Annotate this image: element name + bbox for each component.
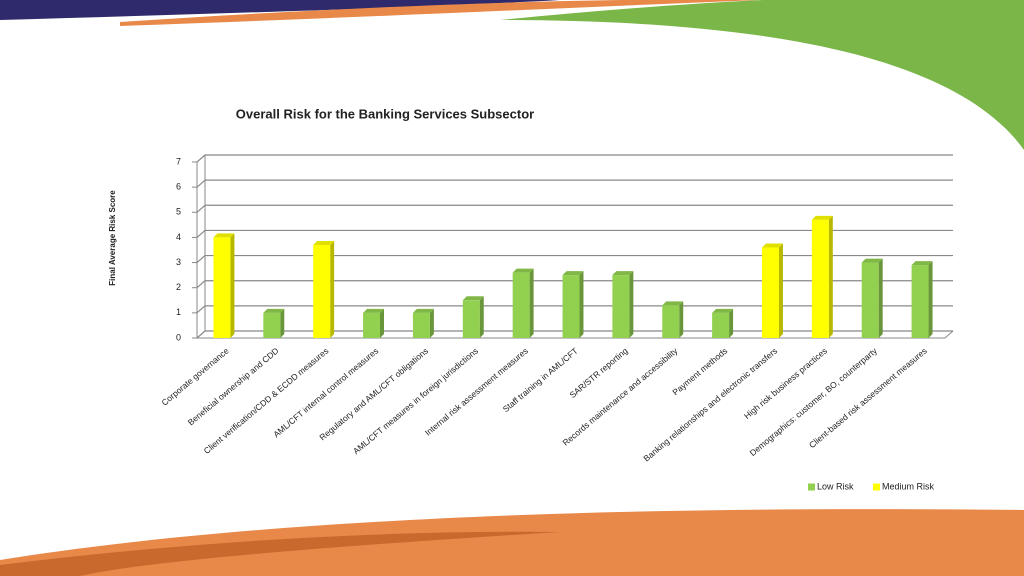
bar-top [712,308,734,313]
legend-swatch [873,483,880,491]
bar-top [612,271,634,276]
bar [512,272,530,338]
y-tick-label: 7 [176,156,181,166]
y-tick-label: 3 [176,257,181,267]
grid-line-side [196,154,206,163]
bottom-wave-dark [0,531,560,576]
grid-line-side [196,255,206,264]
bar-top [462,296,484,301]
legend-swatch [808,483,815,491]
bar-side [878,258,883,338]
bar-top [811,215,833,220]
bar-side [778,243,783,338]
bar [911,265,929,338]
y-axis-label: Final Average Risk Score [108,190,117,286]
y-tick-label: 0 [176,332,181,342]
chart-title: Overall Risk for the Banking Services Su… [236,106,534,121]
bar-side [629,271,634,338]
bar [313,244,331,338]
bar-side [479,296,484,338]
bar-top [412,308,434,313]
grid-line-side [196,179,206,188]
bar-top [662,301,684,306]
grid-line-side [196,330,206,339]
x-tick-label: Regulatory and AML/CFT obligations [317,346,430,443]
bar-top [363,308,385,313]
bar-side [679,301,684,338]
bar [213,237,231,338]
x-tick-label: High risk business practices [742,346,829,421]
bar-side [429,308,434,338]
y-tick-label: 1 [176,307,181,317]
bottom-wave [0,509,1024,576]
y-tick-label: 2 [176,282,181,292]
bar-top [861,258,883,263]
grid-line-side [196,229,206,238]
bar [612,275,630,338]
bar-top [313,240,335,245]
bar [761,247,779,338]
bar [363,312,381,338]
bar-top [512,268,534,273]
grid-line-side [196,305,206,314]
bar-side [330,240,335,338]
x-tick-label: Beneficial ownership and CDD [186,346,281,428]
bar [662,305,680,338]
bar-side [280,308,285,338]
bar-top [263,308,285,313]
bar-top [911,261,933,266]
bar-side [380,308,385,338]
y-tick-label: 6 [176,182,181,192]
y-tick-label: 4 [176,232,181,242]
legend-label: Low Risk [817,481,854,491]
grid-line-side [196,204,206,213]
bar-side [828,215,833,338]
x-tick-label: AML/CFT internal control measures [271,346,380,440]
bar-side [729,308,734,338]
legend-label: Medium Risk [882,481,935,491]
bar-side [529,268,534,338]
bar-top [562,271,584,276]
top-wave-green [500,0,1024,150]
bar [811,219,829,338]
bar [412,312,430,338]
top-wave-navy [0,0,560,20]
grid-line-side [196,280,206,289]
bar [562,275,580,338]
bar [712,312,730,338]
bar [263,312,281,338]
bar-top [761,243,783,248]
bar-side [230,233,235,338]
y-tick-label: 5 [176,207,181,217]
x-tick-label: Internal risk assessment measures [423,346,530,438]
top-wave-orange [120,0,760,26]
bar [861,262,879,338]
bar-top [213,233,235,238]
x-axis-side [944,330,954,339]
bar [462,300,480,338]
bar-side [928,261,933,338]
bar-side [579,271,584,338]
